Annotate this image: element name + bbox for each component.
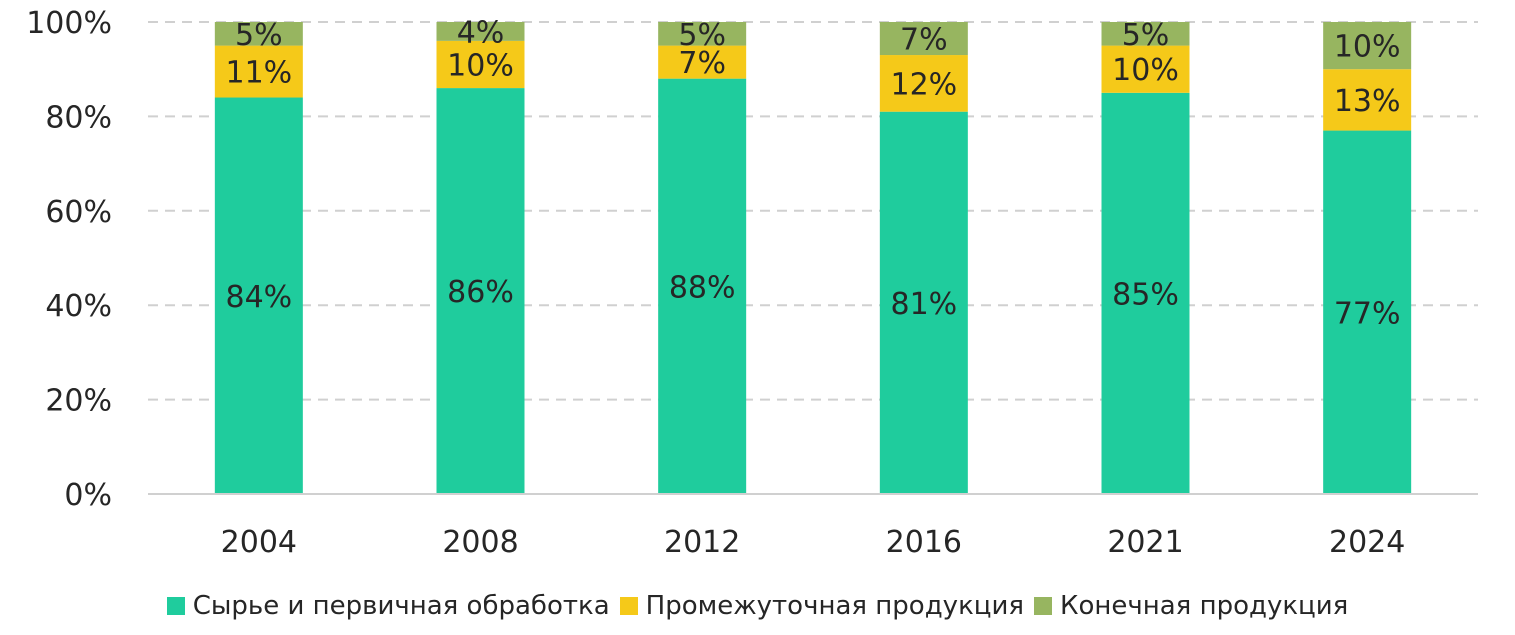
legend-label: Промежуточная продукция (645, 591, 1025, 621)
bar-segment-2021-s1 (1101, 45, 1190, 93)
data-label-2021-s1: 10% (1112, 53, 1179, 88)
data-label-2021-s0: 85% (1112, 277, 1179, 312)
data-label-2008-s1: 10% (447, 48, 514, 83)
data-label-2012-s1: 7% (678, 46, 726, 81)
x-tick-label: 2012 (664, 525, 740, 560)
legend-label: Конечная продукция (1060, 591, 1349, 621)
data-label-2004-s2: 5% (235, 18, 283, 53)
legend-swatch (1034, 597, 1053, 615)
data-label-2016-s0: 81% (890, 287, 957, 322)
legend-item-s0: Сырье и первичная обработка (166, 591, 610, 621)
bar-segment-2008-s1 (436, 40, 525, 89)
bar-segment-2024-s1 (1323, 69, 1412, 131)
data-label-2016-s1: 12% (890, 67, 957, 102)
data-label-2004-s0: 84% (225, 280, 292, 315)
bar-segment-2004-s1 (214, 45, 303, 98)
bar-segment-2008-s2 (436, 22, 525, 41)
bar-segment-2012-s0 (658, 78, 747, 494)
chart-plot-area: 0%20%40%60%80%100%84%11%5%200486%10%4%20… (26, 6, 1478, 560)
bar-segment-2024-s2 (1323, 22, 1412, 70)
data-label-2016-s2: 7% (900, 23, 948, 58)
bar-segment-2012-s1 (658, 45, 747, 79)
legend-swatch (166, 597, 185, 615)
x-tick-label: 2008 (442, 525, 518, 560)
x-tick-label: 2004 (221, 525, 297, 560)
y-tick-label: 20% (45, 384, 112, 419)
data-label-2024-s2: 10% (1334, 30, 1401, 65)
bar-segment-2021-s0 (1101, 92, 1190, 495)
data-label-2004-s1: 11% (225, 56, 292, 91)
legend-item-s2: Конечная продукция (1034, 591, 1348, 621)
bar-segment-2016-s1 (879, 55, 968, 112)
legend-swatch (619, 597, 638, 615)
data-label-2012-s2: 5% (678, 18, 726, 53)
y-tick-label: 80% (45, 100, 112, 135)
bar-segment-2021-s2 (1101, 22, 1190, 46)
bar-segment-2008-s0 (436, 88, 525, 494)
x-tick-label: 2024 (1329, 525, 1405, 560)
bar-segment-2012-s2 (658, 22, 747, 46)
x-tick-label: 2021 (1107, 525, 1183, 560)
bar-segment-2024-s0 (1323, 130, 1412, 494)
bar-segment-2016-s2 (879, 22, 968, 56)
data-label-2008-s2: 4% (457, 15, 505, 50)
y-tick-label: 60% (45, 195, 112, 230)
legend-label: Сырье и первичная обработка (192, 591, 610, 621)
x-tick-label: 2016 (886, 525, 962, 560)
y-tick-label: 0% (64, 478, 112, 513)
data-label-2024-s1: 13% (1334, 84, 1401, 119)
y-tick-label: 40% (45, 289, 112, 324)
data-label-2024-s0: 77% (1334, 296, 1401, 331)
bar-segment-2016-s0 (879, 111, 968, 495)
bar-segment-2004-s2 (214, 22, 303, 46)
y-tick-label: 100% (26, 6, 112, 41)
chart-legend: Сырье и первичная обработка Промежуточная… (0, 584, 1515, 628)
bar-segment-2004-s0 (214, 97, 303, 495)
legend-item-s1: Промежуточная продукция (619, 591, 1025, 621)
data-label-2008-s0: 86% (447, 275, 514, 310)
data-label-2021-s2: 5% (1122, 18, 1170, 53)
data-label-2012-s0: 88% (669, 270, 736, 305)
